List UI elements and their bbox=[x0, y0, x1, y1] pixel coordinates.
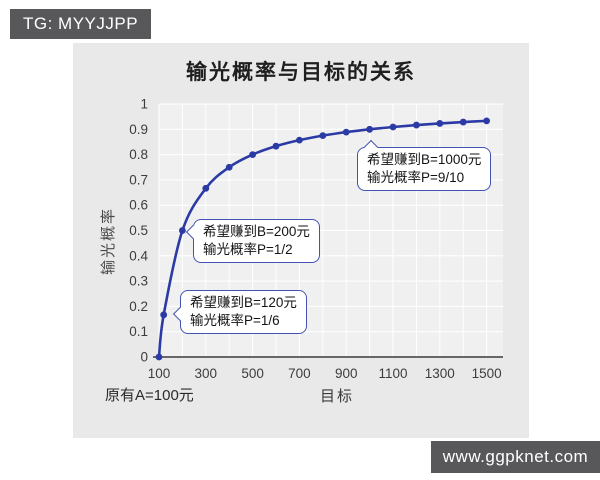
annotation-b120: 希望赚到B=120元 输光概率P=1/6 bbox=[172, 290, 307, 334]
svg-text:0: 0 bbox=[140, 350, 148, 365]
svg-text:1: 1 bbox=[140, 97, 148, 112]
svg-text:0.2: 0.2 bbox=[129, 299, 148, 314]
svg-text:0.8: 0.8 bbox=[129, 147, 148, 162]
svg-text:0.3: 0.3 bbox=[129, 274, 148, 289]
svg-text:700: 700 bbox=[288, 366, 311, 381]
y-axis-title: 输光概率 bbox=[100, 207, 117, 276]
initial-capital-note: 原有A=100元 bbox=[105, 387, 194, 404]
svg-text:0.9: 0.9 bbox=[129, 122, 148, 137]
annotation-line: 希望赚到B=1000元 bbox=[367, 152, 482, 167]
svg-text:300: 300 bbox=[195, 366, 218, 381]
svg-text:0.5: 0.5 bbox=[129, 223, 148, 238]
chart-panel: 输光概率与目标的关系 100 300 500 700 900 1100 1300 1500 0 0… bbox=[73, 43, 529, 438]
svg-text:0.1: 0.1 bbox=[129, 324, 148, 339]
svg-text:500: 500 bbox=[241, 366, 264, 381]
svg-text:0.4: 0.4 bbox=[129, 248, 148, 263]
svg-text:100: 100 bbox=[148, 366, 171, 381]
svg-text:0.7: 0.7 bbox=[129, 172, 148, 187]
x-axis-title: 目标 bbox=[319, 388, 354, 405]
svg-text:1300: 1300 bbox=[425, 366, 455, 381]
annotation-line: 希望赚到B=200元 bbox=[203, 224, 310, 239]
annotation-line: 输光概率P=9/10 bbox=[367, 170, 465, 185]
annotation-b200: 希望赚到B=200元 输光概率P=1/2 bbox=[185, 219, 320, 263]
chart-title: 输光概率与目标的关系 bbox=[186, 61, 416, 84]
svg-text:1100: 1100 bbox=[378, 366, 407, 381]
website-watermark-badge: www.ggpknet.com bbox=[431, 441, 600, 473]
annotation-line: 输光概率P=1/6 bbox=[190, 313, 280, 328]
annotation-b1000: 希望赚到B=1000元 输光概率P=9/10 bbox=[357, 139, 492, 191]
svg-text:1500: 1500 bbox=[472, 366, 502, 381]
svg-text:900: 900 bbox=[335, 366, 358, 381]
tg-contact-badge: TG: MYYJJPP bbox=[10, 9, 152, 39]
svg-text:0.6: 0.6 bbox=[129, 198, 148, 213]
annotation-line: 希望赚到B=120元 bbox=[190, 295, 297, 310]
annotation-line: 输光概率P=1/2 bbox=[203, 242, 293, 257]
